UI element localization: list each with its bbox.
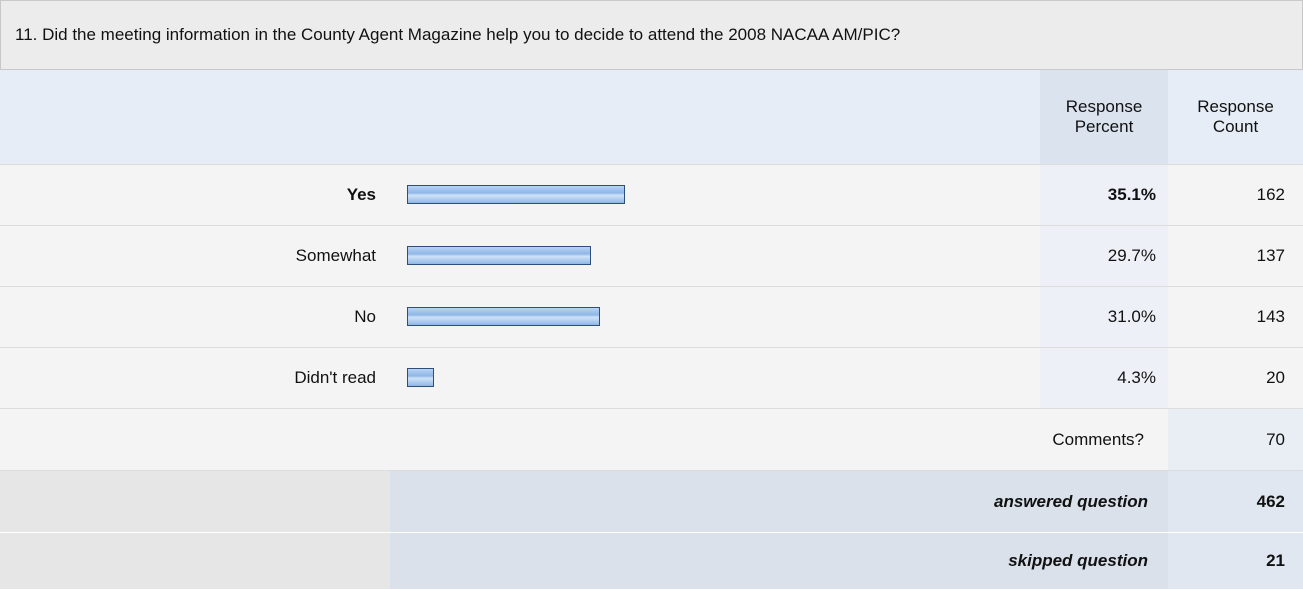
response-percent: 29.7%: [1040, 226, 1168, 287]
bar: [407, 185, 625, 204]
skipped-count: 21: [1168, 533, 1303, 590]
bar: [407, 307, 600, 326]
header-percent: Response Percent: [1040, 70, 1168, 165]
response-percent: 4.3%: [1040, 348, 1168, 409]
comments-count: 70: [1168, 409, 1303, 471]
response-count: 162: [1168, 165, 1303, 226]
bar: [407, 246, 592, 265]
response-count: 137: [1168, 226, 1303, 287]
row-label: Didn't read: [0, 348, 390, 409]
question-title: 11. Did the meeting information in the C…: [0, 0, 1303, 70]
response-percent: 35.1%: [1040, 165, 1168, 226]
answered-label: answered question: [390, 471, 1168, 533]
bar-cell: [390, 348, 1040, 409]
row-label: Yes: [0, 165, 390, 226]
bar: [407, 368, 434, 387]
summary-blank: [0, 471, 390, 533]
row-label: No: [0, 287, 390, 348]
response-count: 20: [1168, 348, 1303, 409]
comments-label: Comments?: [0, 409, 1168, 471]
summary-blank: [0, 533, 390, 590]
response-count: 143: [1168, 287, 1303, 348]
answered-count: 462: [1168, 471, 1303, 533]
skipped-label: skipped question: [390, 533, 1168, 590]
header-blank: [0, 70, 1040, 165]
row-label: Somewhat: [0, 226, 390, 287]
response-percent: 31.0%: [1040, 287, 1168, 348]
header-count: Response Count: [1168, 70, 1303, 165]
